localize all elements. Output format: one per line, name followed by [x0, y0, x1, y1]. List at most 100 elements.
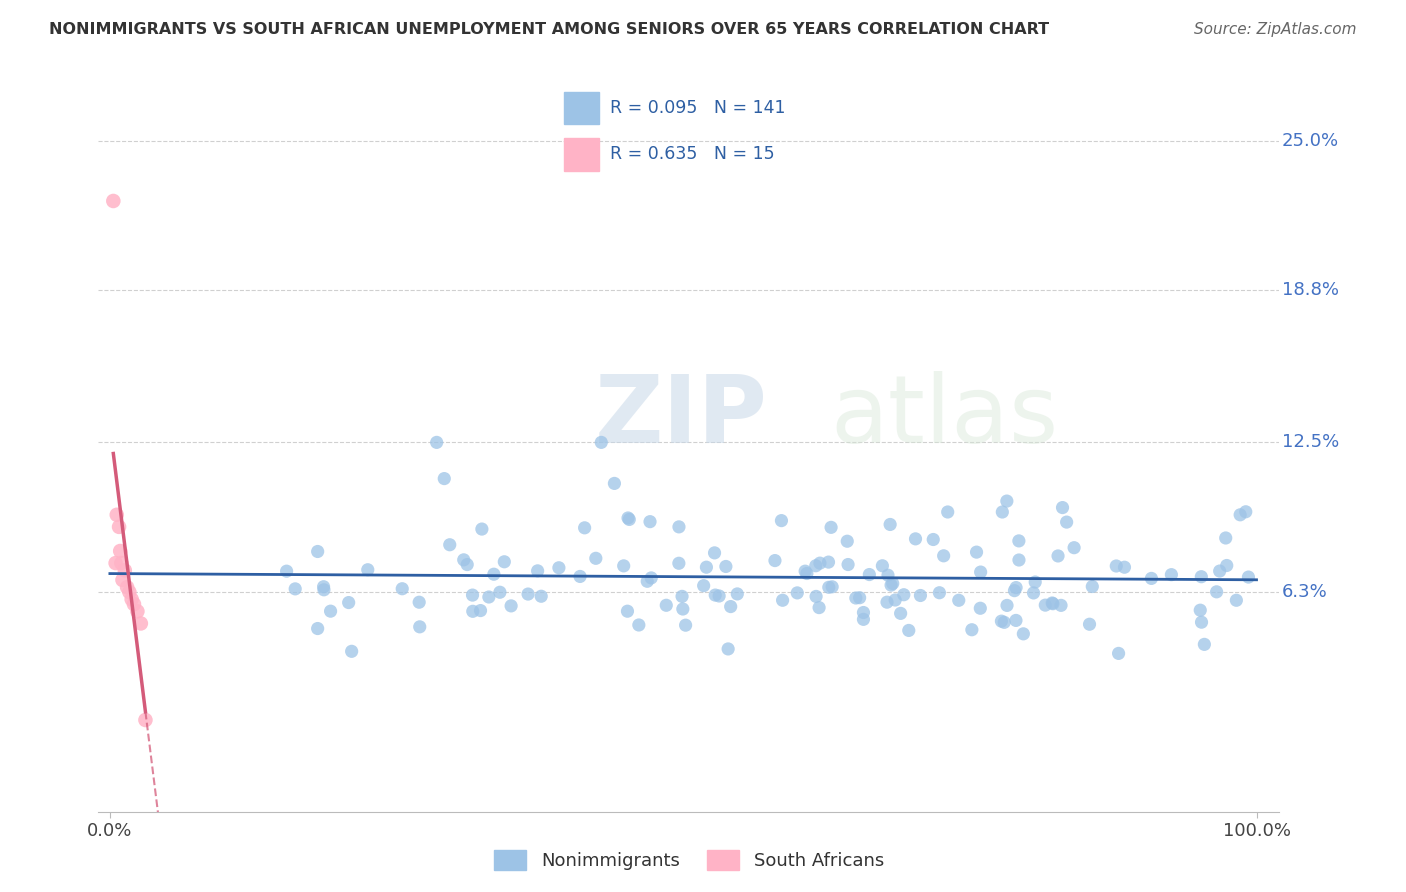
Point	[391, 582, 413, 596]
Point	[114, 563, 136, 577]
Point	[470, 603, 492, 617]
Point	[603, 476, 626, 491]
Point	[1052, 500, 1074, 515]
Point	[928, 586, 950, 600]
Point	[695, 560, 717, 574]
Point	[613, 558, 636, 573]
Point	[478, 590, 501, 604]
Point	[129, 616, 152, 631]
Point	[804, 558, 827, 573]
Point	[960, 623, 983, 637]
Point	[872, 558, 894, 573]
Point	[110, 556, 132, 570]
Point	[1008, 553, 1031, 567]
Point	[134, 713, 156, 727]
Point	[127, 604, 149, 618]
Point	[1189, 570, 1212, 584]
Point	[319, 604, 342, 618]
Point	[1191, 615, 1213, 630]
Point	[772, 593, 794, 607]
Point	[948, 593, 970, 607]
Point	[720, 599, 742, 614]
Point	[638, 515, 661, 529]
Point	[1194, 637, 1216, 651]
Point	[904, 532, 927, 546]
Point	[1140, 571, 1163, 585]
Point	[808, 600, 831, 615]
Point	[770, 514, 793, 528]
Point	[284, 582, 307, 596]
Point	[876, 595, 898, 609]
Point	[494, 555, 516, 569]
Point	[426, 435, 449, 450]
Point	[1005, 614, 1028, 628]
Point	[118, 585, 141, 599]
Point	[880, 578, 903, 592]
Point	[122, 597, 145, 611]
Point	[585, 551, 607, 566]
Point	[574, 521, 596, 535]
Point	[1047, 549, 1070, 563]
Point	[922, 533, 945, 547]
Point	[993, 615, 1015, 630]
Point	[530, 589, 553, 603]
Point	[617, 511, 640, 525]
Point	[668, 556, 690, 570]
Point	[1005, 581, 1028, 595]
Point	[821, 580, 844, 594]
Point	[995, 494, 1018, 508]
Point	[692, 579, 714, 593]
Point	[995, 599, 1018, 613]
Point	[526, 564, 548, 578]
Point	[409, 620, 432, 634]
Point	[1022, 586, 1045, 600]
Point	[1108, 647, 1130, 661]
Point	[461, 588, 484, 602]
Text: 18.8%: 18.8%	[1282, 281, 1339, 300]
Point	[1081, 580, 1104, 594]
Point	[932, 549, 955, 563]
Point	[1215, 531, 1237, 545]
Point	[893, 588, 915, 602]
Point	[704, 588, 727, 602]
Point	[1229, 508, 1251, 522]
Point	[1216, 558, 1239, 573]
Point	[1189, 603, 1212, 617]
Point	[668, 520, 690, 534]
Point	[1050, 599, 1073, 613]
Point	[990, 614, 1012, 628]
Point	[848, 591, 870, 605]
Point	[969, 565, 991, 579]
Point	[439, 538, 461, 552]
Point	[966, 545, 988, 559]
Point	[108, 520, 131, 534]
Point	[1008, 533, 1031, 548]
Point	[569, 569, 592, 583]
Point	[936, 505, 959, 519]
Point	[1160, 567, 1182, 582]
Point	[489, 585, 512, 599]
Point	[1237, 570, 1260, 584]
Point	[852, 612, 875, 626]
Point	[837, 534, 859, 549]
Point	[1078, 617, 1101, 632]
Point	[1004, 583, 1026, 598]
Point	[725, 587, 748, 601]
Point	[714, 559, 737, 574]
Text: R = 0.095   N = 141: R = 0.095 N = 141	[610, 99, 786, 117]
Point	[884, 593, 907, 607]
Text: atlas: atlas	[831, 371, 1059, 463]
Point	[1033, 598, 1056, 612]
Point	[1042, 597, 1064, 611]
Point	[115, 580, 138, 594]
Point	[808, 556, 831, 570]
Point	[627, 618, 650, 632]
Point	[703, 546, 725, 560]
Point	[357, 563, 380, 577]
Point	[408, 595, 430, 609]
Point	[717, 642, 740, 657]
Point	[1208, 564, 1230, 578]
Bar	[564, 137, 599, 170]
Text: Source: ZipAtlas.com: Source: ZipAtlas.com	[1194, 22, 1357, 37]
Point	[111, 573, 134, 587]
